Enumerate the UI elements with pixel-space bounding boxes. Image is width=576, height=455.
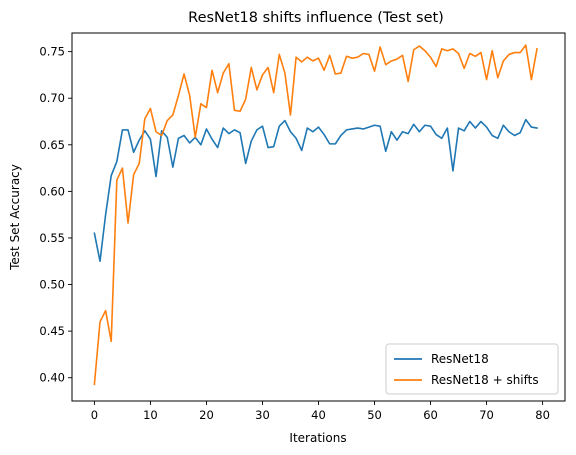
legend-label-1: ResNet18 + shifts bbox=[431, 373, 539, 387]
y-tick-label: 0.50 bbox=[39, 278, 65, 292]
series-line-0 bbox=[94, 120, 537, 262]
y-tick-label: 0.40 bbox=[39, 371, 65, 385]
x-tick-label: 40 bbox=[311, 408, 326, 422]
x-axis: 0 10 20 30 40 50 60 70 80 bbox=[91, 401, 550, 422]
x-axis-label: Iterations bbox=[289, 431, 346, 445]
y-tick-label: 0.70 bbox=[39, 91, 65, 105]
y-tick-label: 0.55 bbox=[39, 231, 65, 245]
x-tick-label: 30 bbox=[255, 408, 270, 422]
x-tick-label: 0 bbox=[91, 408, 98, 422]
chart-title: ResNet18 shifts influence (Test set) bbox=[188, 10, 444, 26]
x-tick-label: 20 bbox=[199, 408, 214, 422]
y-tick-label: 0.45 bbox=[39, 324, 65, 338]
y-axis: 0.40 0.45 0.50 0.55 0.60 0.65 0.70 0.75 bbox=[39, 45, 72, 385]
series-layer bbox=[94, 45, 537, 384]
x-tick-label: 60 bbox=[423, 408, 438, 422]
x-tick-label: 50 bbox=[367, 408, 382, 422]
legend: ResNet18 ResNet18 + shifts bbox=[386, 344, 558, 394]
y-tick-label: 0.65 bbox=[39, 138, 65, 152]
y-tick-label: 0.75 bbox=[39, 45, 65, 59]
x-tick-label: 80 bbox=[535, 408, 550, 422]
x-tick-label: 70 bbox=[479, 408, 494, 422]
legend-label-0: ResNet18 bbox=[431, 352, 489, 366]
y-axis-label: Test Set Accuracy bbox=[8, 164, 22, 271]
y-tick-label: 0.60 bbox=[39, 184, 65, 198]
series-line-1 bbox=[94, 45, 537, 384]
x-tick-label: 10 bbox=[143, 408, 158, 422]
